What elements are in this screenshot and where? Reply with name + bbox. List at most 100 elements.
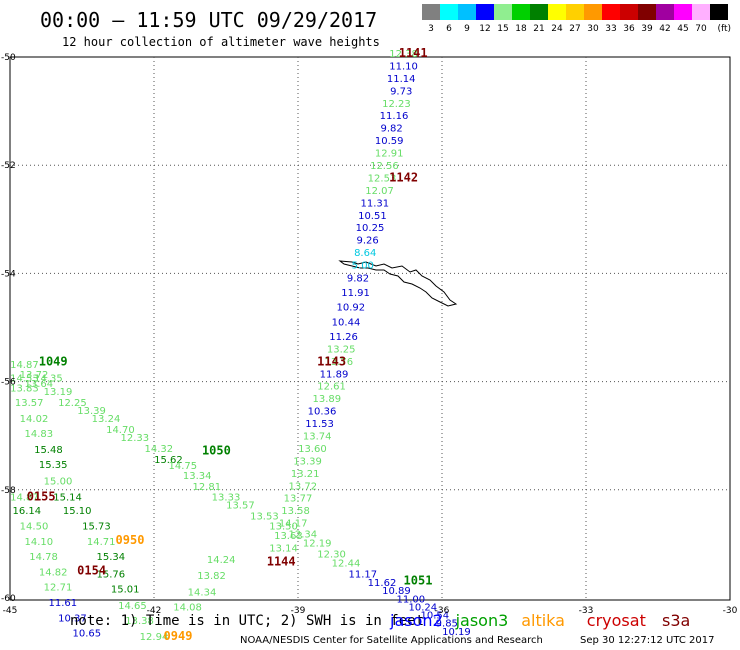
swh-observation: 10.37 [58, 613, 87, 624]
map-subtitle: 12 hour collection of altimeter wave hei… [62, 35, 380, 49]
legend-label: 15 [497, 24, 508, 34]
track-time-label: 1050 [202, 444, 231, 458]
track-1143: 9.8211.9110.9210.4411.2613.2513.7611.891… [269, 274, 370, 555]
swh-observation: 13.38 [125, 616, 154, 627]
axis-labels: -45 -42 -39 -36 -33 -30 -50 -52 -54 -56 -58 -60 [1, 53, 738, 616]
swh-observation: 13.82 [197, 571, 226, 582]
swh-observation: 14.87 [10, 360, 39, 371]
swh-observation: 13.58 [281, 506, 310, 517]
track-time-label: 0950 [116, 533, 145, 547]
swh-observation: 13.24 [92, 414, 121, 425]
legend-swatch [620, 4, 638, 20]
legend-swatch [458, 4, 476, 20]
swh-observation: 5.00 [352, 261, 374, 272]
track-time-label: 1144 [267, 555, 296, 569]
swh-observation: 11.31 [360, 198, 389, 209]
track-time-label: 0155 [27, 490, 56, 504]
satellite-altika: altika [521, 611, 565, 630]
swh-observation: 11.61 [48, 598, 77, 609]
legend-swatch [548, 4, 566, 20]
track-0949: 14.24 13.82 14.34 14.08 0949 [164, 555, 236, 643]
swh-observation: 11.10 [389, 61, 418, 72]
lon-tick-label: -33 [579, 606, 594, 616]
swh-observation: 13.14 [269, 543, 298, 554]
swh-observation: 11.14 [387, 74, 416, 85]
swh-observation: 14.53 [10, 374, 39, 385]
wave-height-legend: 3 6 9 12 15 18 21 24 27 30 33 36 39 42 45 70 (ft) [422, 4, 731, 34]
legend-label: 42 [659, 24, 670, 34]
swh-observation: 14.02 [20, 414, 49, 425]
swh-observation: 14.75 [168, 461, 197, 472]
legend-label: 70 [695, 24, 707, 34]
legend-swatch [476, 4, 494, 20]
legend-swatch [494, 4, 512, 20]
swh-observation: 14.08 [173, 602, 202, 613]
swh-observation: 12.30 [317, 549, 346, 560]
swh-observation: 13.72 [20, 370, 49, 381]
swh-observation: 10.44 [332, 317, 361, 328]
swh-observation: 13.77 [284, 494, 313, 505]
satellite-legend: jason2 jason3 altika cryosat s3a [389, 611, 690, 630]
swh-observation: 12.56 [370, 161, 399, 172]
track-time-label: 1142 [389, 170, 418, 184]
track-time-label: 1049 [39, 354, 68, 368]
swh-observation: 11.26 [329, 332, 358, 343]
swh-observation: 12.53 [368, 173, 397, 184]
swh-observation: 13.72 [288, 481, 317, 492]
legend-swatch [656, 4, 674, 20]
legend-label: 30 [587, 24, 599, 34]
swh-observation: 13.19 [44, 387, 73, 398]
satellite-jason3: jason3 [455, 611, 509, 630]
swh-observation: 13.57 [15, 398, 44, 409]
swh-observation: 10.59 [375, 136, 404, 147]
swh-observation: 12.23 [382, 99, 411, 110]
legend-swatch [440, 4, 458, 20]
swh-observation: 12.94 [140, 632, 169, 643]
swh-observation: 12.33 [120, 433, 149, 444]
swh-observation: 14.82 [39, 567, 68, 578]
swh-observation: 11.89 [320, 369, 349, 380]
swh-observation: 11.53 [305, 419, 334, 430]
altimeter-tracks: 12.3811.1011.149.7312.2311.169.8210.5912… [10, 46, 471, 643]
swh-observation: 15.76 [96, 569, 125, 580]
swh-observation: 15.35 [39, 460, 68, 471]
legend-swatch [422, 4, 440, 20]
swh-observation: 11.00 [396, 594, 425, 605]
swh-observation: 15.14 [53, 493, 82, 504]
swh-observation: 10.65 [72, 628, 101, 639]
lat-tick-label: -52 [1, 161, 16, 171]
swh-observation: 11.17 [348, 569, 377, 580]
swh-observation: 14.83 [24, 429, 53, 440]
legend-label: 39 [641, 24, 653, 34]
track-1051: 1051 [404, 573, 433, 587]
legend-swatch [584, 4, 602, 20]
lat-tick-label: -58 [1, 486, 16, 496]
swh-observation: 9.73 [390, 86, 412, 97]
legend-label: 18 [515, 24, 527, 34]
track-time-label: 1143 [317, 354, 346, 368]
lon-tick-label: -42 [147, 606, 162, 616]
track-0950: 0950 [116, 533, 145, 547]
swh-observation: 11.91 [341, 288, 370, 299]
legend-label: 12 [479, 24, 490, 34]
swh-observation: 13.34 [183, 471, 212, 482]
swh-observation: 12.34 [288, 529, 317, 540]
swh-observation: 15.34 [96, 552, 125, 563]
lon-tick-label: -45 [3, 606, 18, 616]
legend-label: 36 [623, 24, 635, 34]
swh-observation: 13.60 [298, 444, 327, 455]
satellite-s3a: s3a [662, 611, 690, 630]
plot-frame [9, 56, 731, 601]
swh-observation: 9.85 [436, 619, 458, 630]
swh-observation: 14.34 [188, 587, 217, 598]
swh-observation: 9.82 [347, 274, 369, 285]
swh-observation: 12.07 [365, 186, 394, 197]
swh-observation: 11.16 [380, 111, 409, 122]
swh-observation: 10.89 [382, 586, 411, 597]
swh-observation: 13.57 [226, 501, 255, 512]
legend-label: 45 [677, 24, 688, 34]
swh-observation: 15.01 [111, 585, 140, 596]
legend-swatch [602, 4, 620, 20]
